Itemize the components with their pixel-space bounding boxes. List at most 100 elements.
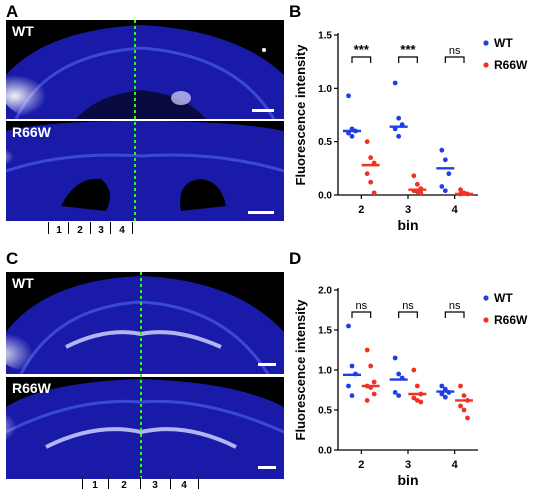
legend-marker bbox=[483, 62, 489, 68]
sample-label-wt: WT bbox=[12, 275, 34, 291]
legend-label: R66W bbox=[494, 58, 528, 72]
y-tick-label: 0.0 bbox=[318, 191, 332, 202]
x-axis-label: bin bbox=[398, 217, 419, 233]
panel-letter-a: A bbox=[6, 2, 19, 21]
x-axis-label: bin bbox=[398, 472, 419, 488]
data-point bbox=[396, 393, 402, 398]
brain-section-image bbox=[6, 121, 284, 221]
x-tick-label: 2 bbox=[358, 459, 364, 471]
data-point bbox=[364, 347, 370, 353]
panel-letter-b: B bbox=[289, 2, 302, 21]
significance-label: *** bbox=[400, 42, 416, 57]
data-point bbox=[346, 323, 351, 329]
y-tick-label: 0.5 bbox=[318, 406, 332, 417]
micrograph-c-wt: WT bbox=[6, 272, 284, 374]
data-point bbox=[392, 355, 398, 361]
bin-label: 3 bbox=[152, 480, 158, 491]
legend-label: WT bbox=[494, 291, 513, 305]
x-tick-label: 4 bbox=[452, 459, 459, 471]
data-point bbox=[368, 179, 374, 185]
data-point bbox=[442, 394, 448, 400]
data-point bbox=[396, 133, 402, 139]
data-point bbox=[392, 390, 398, 395]
micrograph-a-r66w: R66W bbox=[6, 121, 284, 221]
bin-boundary bbox=[82, 477, 83, 489]
chart-b: 0.0 0.5 1.0 1.5 Fluorescence intensity 2 *** 3 *… bbox=[293, 31, 528, 234]
y-tick-label: 1.0 bbox=[318, 366, 332, 377]
data-point bbox=[414, 383, 420, 389]
data-point bbox=[364, 139, 370, 145]
bin-boundary bbox=[48, 222, 49, 234]
data-point bbox=[371, 379, 377, 385]
bin-label: 4 bbox=[181, 480, 187, 491]
data-point bbox=[439, 383, 445, 389]
significance-bracket bbox=[351, 56, 372, 63]
midline-c bbox=[140, 272, 142, 479]
x-tick-label: 3 bbox=[405, 459, 411, 471]
data-point bbox=[392, 80, 398, 86]
bin-axis-c: 1 2 3 4 bbox=[0, 477, 280, 501]
bin-boundary bbox=[110, 222, 111, 234]
bin-label: 2 bbox=[77, 225, 83, 236]
data-point bbox=[396, 115, 402, 121]
y-tick-label: 1.5 bbox=[318, 326, 332, 337]
data-point bbox=[349, 133, 355, 139]
chart-d: 0.0 0.5 1.0 1.5 2.0 Fluorescence intensity 2 ns… bbox=[293, 286, 528, 489]
scale-bar bbox=[252, 109, 274, 112]
data-point bbox=[346, 383, 351, 389]
data-point bbox=[418, 190, 424, 196]
sample-label-r66w: R66W bbox=[12, 124, 51, 140]
bin-label: 3 bbox=[98, 225, 104, 236]
brain-section-image bbox=[6, 25, 284, 119]
bin-boundary bbox=[108, 477, 109, 489]
significance-bracket bbox=[444, 311, 465, 318]
panel-letter-d: D bbox=[289, 249, 302, 268]
y-tick-label: 0.0 bbox=[318, 446, 332, 457]
data-point bbox=[364, 398, 370, 403]
y-tick-label: 1.5 bbox=[318, 31, 332, 42]
significance-label: ns bbox=[356, 300, 368, 312]
scale-bar bbox=[258, 466, 276, 469]
bin-label: 4 bbox=[119, 225, 125, 236]
x-tick-label: 2 bbox=[358, 204, 364, 216]
bin-label: 1 bbox=[56, 225, 62, 236]
data-point bbox=[396, 371, 402, 377]
bin-boundary bbox=[140, 477, 141, 489]
data-point bbox=[414, 181, 420, 187]
scale-bar bbox=[248, 211, 274, 214]
data-point bbox=[346, 93, 351, 99]
data-point bbox=[418, 399, 424, 405]
brain-section-image bbox=[6, 276, 284, 374]
legend-marker bbox=[483, 295, 489, 301]
data-point bbox=[411, 395, 417, 401]
bin-label: 1 bbox=[92, 480, 98, 491]
sample-label-wt: WT bbox=[12, 23, 34, 39]
data-point bbox=[465, 415, 470, 421]
data-point bbox=[371, 391, 377, 397]
bin-boundary bbox=[170, 477, 171, 489]
data-point bbox=[458, 187, 463, 193]
significance-bracket bbox=[351, 311, 372, 318]
bin-boundary bbox=[132, 222, 133, 234]
significance-bracket bbox=[398, 56, 418, 63]
data-point bbox=[446, 171, 452, 177]
bin-boundary bbox=[68, 222, 69, 234]
significance-label: *** bbox=[354, 42, 370, 57]
bin-label: 2 bbox=[121, 480, 127, 491]
y-axis-label: Fluorescence intensity bbox=[293, 44, 308, 186]
x-tick-label: 3 bbox=[405, 204, 411, 216]
x-tick-label: 4 bbox=[452, 204, 459, 216]
data-point bbox=[442, 188, 448, 194]
legend-marker bbox=[483, 40, 489, 46]
bin-axis-a: 1 2 3 4 bbox=[0, 222, 280, 246]
data-point bbox=[411, 367, 417, 373]
bin-boundary bbox=[198, 477, 199, 489]
data-point bbox=[439, 391, 445, 397]
midline-a bbox=[134, 20, 136, 221]
data-point bbox=[349, 393, 355, 398]
legend-label: WT bbox=[494, 36, 513, 50]
legend-marker bbox=[483, 317, 489, 323]
y-tick-label: 2.0 bbox=[318, 286, 332, 297]
significance-label: ns bbox=[449, 45, 461, 57]
data-point bbox=[461, 393, 467, 398]
